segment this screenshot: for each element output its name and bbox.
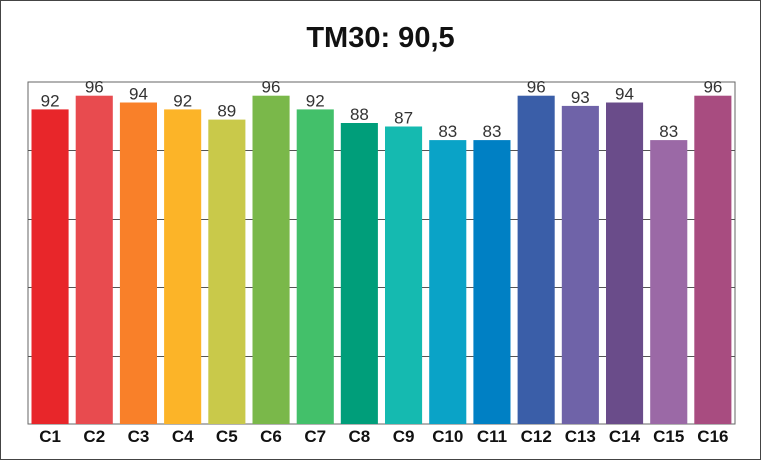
category-label-c6: C6 <box>260 427 282 446</box>
category-label-c5: C5 <box>216 427 238 446</box>
category-label-c16: C16 <box>697 427 728 446</box>
bar-c16 <box>694 95 732 424</box>
value-label-c14: 94 <box>615 85 634 104</box>
value-label-c8: 88 <box>350 105 369 124</box>
category-label-c8: C8 <box>349 427 371 446</box>
value-label-c10: 83 <box>438 122 457 141</box>
value-label-c5: 89 <box>217 102 236 121</box>
bar-c1 <box>31 109 69 425</box>
category-label-c11: C11 <box>477 427 507 446</box>
bar-c7 <box>296 109 334 425</box>
bar-c15 <box>650 140 688 424</box>
category-label-c3: C3 <box>128 427 150 446</box>
chart-title: TM30: 90,5 <box>306 22 455 54</box>
value-label-c4: 92 <box>173 91 192 110</box>
bar-c5 <box>208 119 246 424</box>
category-labels: C1 C2 C3 C4 C5 C6 C7 C8 C9 C10 C11 C12 C13 C14 C15 C16 <box>39 427 728 446</box>
value-label-c11: 83 <box>483 122 502 141</box>
bars <box>31 95 732 425</box>
bar-c9 <box>385 126 423 424</box>
value-label-c3: 94 <box>129 85 148 104</box>
category-label-c4: C4 <box>172 427 194 446</box>
bar-c2 <box>75 95 113 424</box>
bar-c3 <box>119 102 157 424</box>
bar-c14 <box>606 102 644 424</box>
category-label-c10: C10 <box>432 427 463 446</box>
value-label-c12: 96 <box>527 78 546 97</box>
value-label-c1: 92 <box>41 91 60 110</box>
value-label-c15: 83 <box>659 122 678 141</box>
bar-c6 <box>252 95 290 424</box>
value-label-c2: 96 <box>85 78 104 97</box>
bar-c11 <box>473 140 511 424</box>
value-label-c6: 96 <box>262 78 281 97</box>
category-label-c15: C15 <box>653 427 684 446</box>
category-label-c7: C7 <box>304 427 326 446</box>
category-label-c1: C1 <box>39 427 61 446</box>
category-label-c14: C14 <box>609 427 641 446</box>
category-label-c12: C12 <box>521 427 552 446</box>
category-label-c9: C9 <box>393 427 415 446</box>
bar-c13 <box>561 105 599 425</box>
category-label-c2: C2 <box>83 427 105 446</box>
bar-c12 <box>517 95 555 424</box>
value-label-c16: 96 <box>703 78 722 97</box>
value-label-c13: 93 <box>571 88 590 107</box>
value-labels: 92 96 94 92 89 96 92 88 87 83 83 96 93 94 83 96 <box>41 78 723 141</box>
value-label-c7: 92 <box>306 91 325 110</box>
bar-c4 <box>164 109 202 425</box>
bar-c10 <box>429 140 467 424</box>
bar-c8 <box>340 123 378 424</box>
category-label-c13: C13 <box>565 427 596 446</box>
value-label-c9: 87 <box>394 109 413 128</box>
